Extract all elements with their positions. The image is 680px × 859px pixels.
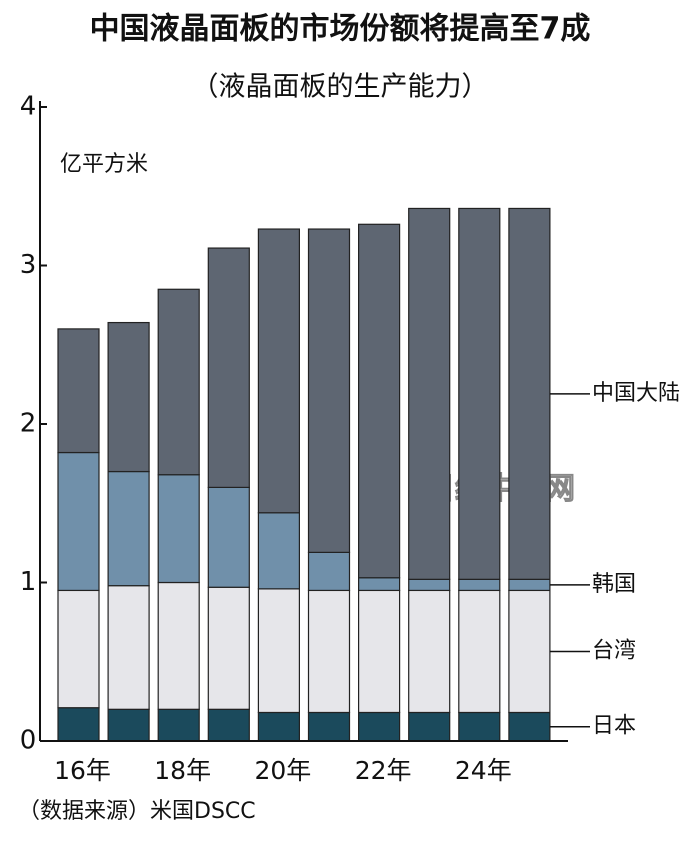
bar-segment [358,223,401,579]
bar-segment [508,711,551,742]
bar-segment [207,247,250,489]
bar-segment [358,577,401,592]
bar-segment [157,474,200,584]
bar-segment [207,708,250,742]
bar-segment [157,708,200,742]
y-tick-label: 3 [20,250,37,280]
bar-segment [257,711,300,742]
bar-segment [508,207,551,580]
bar-segment [408,711,451,742]
y-tick-label: 0 [20,726,37,756]
bar-segment [358,711,401,742]
bar-segment [458,589,501,714]
bar-segment [257,588,300,714]
chart-subtitle: （液晶面板的生产能力） [192,72,489,103]
y-axis-unit: 亿平方米 [60,152,148,177]
bar-segment [157,581,200,710]
bar-segment [157,288,200,476]
bar-segment [107,321,150,473]
bar-segment [257,228,300,514]
bar-segment [358,589,401,714]
bar-segment [408,207,451,580]
x-tick-label: 24年 [455,756,512,785]
chart-title: 中国液晶面板的市场份额将提高至7成 [90,12,591,47]
bar-segment [307,589,351,714]
y-tick-label: 1 [20,567,37,597]
x-tick-label: 22年 [355,756,412,785]
bar-segment [408,578,451,592]
bar-segment [57,589,100,709]
x-tick-label: 18年 [154,756,211,785]
legend-label: 台湾 [592,638,636,663]
bar-segment [107,708,150,742]
bar-segment [57,328,100,454]
source-note: （数据来源）米国DSCC [18,799,256,824]
bar-segment [508,589,551,714]
bar-segment [307,711,351,742]
bar-segment [257,512,300,590]
bar-segment [408,589,451,714]
bar-segment [57,707,100,742]
bar-segment [458,578,501,592]
bar-segment [57,451,100,592]
bar-segment [207,586,250,710]
bar-segment [307,228,351,553]
bar-segment [508,578,551,592]
bar-segment [307,551,351,592]
x-tick-label: 16年 [54,756,111,785]
legend-label: 日本 [592,714,636,739]
bar-segment [107,585,150,710]
y-tick-label: 2 [20,409,37,439]
bar-segment [458,711,501,742]
bar-segment [107,470,150,587]
bar-segment [207,486,250,588]
y-tick-label: 4 [20,92,37,122]
legend-label: 中国大陆 [592,381,680,406]
legend-label: 韩国 [592,572,636,597]
bar-segment [458,207,501,580]
x-tick-label: 20年 [254,756,311,785]
